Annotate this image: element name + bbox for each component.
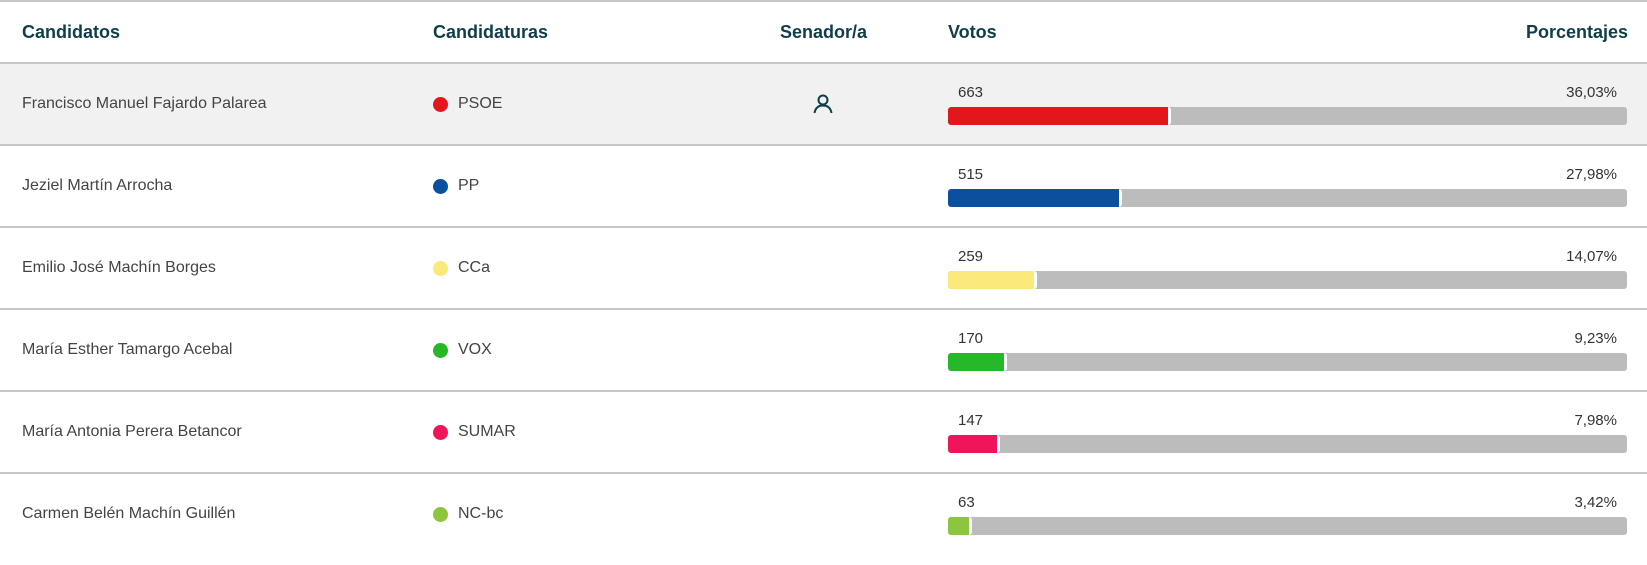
vote-percentage: 9,23% [1574,330,1617,347]
table-row: Francisco Manuel Fajardo Palarea PSOE 66… [0,64,1647,146]
header-candidatos[interactable]: Candidatos [22,22,121,42]
candidate-name: Francisco Manuel Fajardo Palarea [22,95,267,112]
vote-bar-track [948,107,1627,125]
party-color-dot [433,260,448,276]
party-label: PP [458,177,480,194]
vote-percentage: 14,07% [1566,248,1617,265]
party-label: VOX [458,341,492,358]
party-cell: NC-bc [433,505,503,523]
party-color-dot [433,506,448,522]
header-candidaturas[interactable]: Candidaturas [433,22,549,42]
votes-count: 63 [958,494,975,511]
party-label: NC-bc [458,505,504,522]
vote-bar-fill [948,517,972,535]
header-porcentajes[interactable]: Porcentajes [1525,22,1628,42]
header-votos[interactable]: Votos [948,22,997,42]
party-cell: PP [433,177,479,195]
candidate-name: Emilio José Machín Borges [22,259,216,276]
vote-bar-fill [948,107,1171,125]
vote-percentage: 27,98% [1566,166,1617,183]
vote-bar-track [948,271,1627,289]
candidate-name: María Antonia Perera Betancor [22,423,242,440]
party-label: PSOE [458,95,503,112]
table-row: Jeziel Martín Arrocha PP 515 27,98% [0,146,1647,228]
party-cell: PSOE [433,95,502,113]
party-label: SUMAR [458,423,516,440]
table-row: Emilio José Machín Borges CCa 259 14,07% [0,228,1647,310]
votes-count: 663 [958,84,984,101]
vote-bar-track [948,189,1627,207]
vote-bar-fill [948,353,1007,371]
votes-count: 147 [958,412,984,429]
votes-count: 170 [958,330,984,347]
party-color-dot [433,178,448,194]
votes-count: 259 [958,248,984,265]
party-cell: VOX [433,341,492,359]
vote-bar-fill [948,435,1000,453]
vote-bar-track [948,353,1627,371]
table-row: María Antonia Perera Betancor SUMAR 147 … [0,392,1647,474]
party-cell: CCa [433,259,490,277]
vote-percentage: 3,42% [1574,494,1617,511]
vote-bar-fill [948,271,1037,289]
vote-percentage: 7,98% [1574,412,1617,429]
person-icon [813,94,833,114]
party-cell: SUMAR [433,423,516,441]
table-header: Candidatos Candidaturas Senador/a Votos … [0,0,1647,64]
party-color-dot [433,424,448,440]
party-label: CCa [458,259,491,276]
party-color-dot [433,96,448,112]
candidate-name: Jeziel Martín Arrocha [22,177,173,194]
table-row: Carmen Belén Machín Guillén NC-bc 63 3,4… [0,474,1647,564]
vote-bar-fill [948,189,1122,207]
vote-bar-track [948,517,1627,535]
votes-count: 515 [958,166,984,183]
candidate-name: Carmen Belén Machín Guillén [22,505,236,522]
candidate-name: María Esther Tamargo Acebal [22,341,233,358]
table-body: Francisco Manuel Fajardo Palarea PSOE 66… [0,64,1647,564]
header-senador[interactable]: Senador/a [780,22,868,42]
vote-bar-track [948,435,1627,453]
party-color-dot [433,342,448,358]
table-row: María Esther Tamargo Acebal VOX 170 9,23… [0,310,1647,392]
vote-percentage: 36,03% [1566,84,1617,101]
